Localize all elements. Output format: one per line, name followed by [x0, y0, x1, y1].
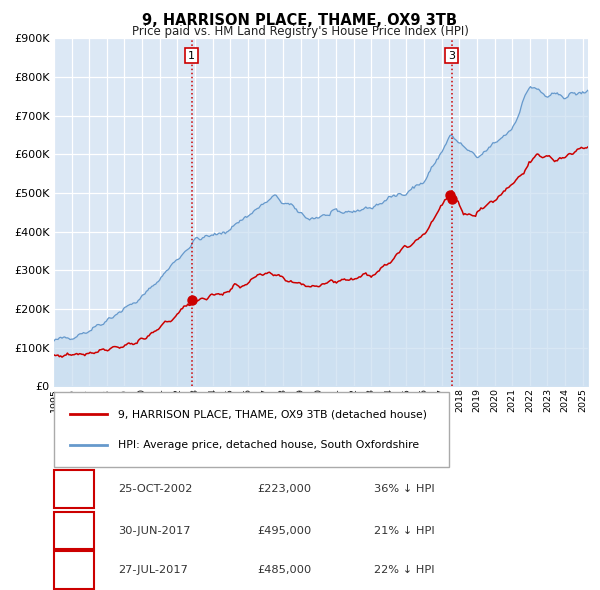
FancyBboxPatch shape: [54, 392, 449, 467]
Text: £485,000: £485,000: [257, 565, 311, 575]
Text: 9, HARRISON PLACE, THAME, OX9 3TB: 9, HARRISON PLACE, THAME, OX9 3TB: [143, 13, 458, 28]
Text: 30-JUN-2017: 30-JUN-2017: [118, 526, 191, 536]
Text: 2: 2: [70, 524, 78, 537]
FancyBboxPatch shape: [54, 552, 94, 589]
Text: 27-JUL-2017: 27-JUL-2017: [118, 565, 188, 575]
FancyBboxPatch shape: [54, 512, 94, 549]
Text: 3: 3: [70, 564, 78, 577]
Text: 36% ↓ HPI: 36% ↓ HPI: [374, 484, 435, 494]
Text: £495,000: £495,000: [257, 526, 311, 536]
Text: 1: 1: [188, 51, 195, 61]
Text: 1: 1: [70, 483, 78, 496]
Text: 25-OCT-2002: 25-OCT-2002: [118, 484, 193, 494]
Text: Price paid vs. HM Land Registry's House Price Index (HPI): Price paid vs. HM Land Registry's House …: [131, 25, 469, 38]
Text: 22% ↓ HPI: 22% ↓ HPI: [374, 565, 435, 575]
Text: £223,000: £223,000: [257, 484, 311, 494]
Text: 21% ↓ HPI: 21% ↓ HPI: [374, 526, 435, 536]
Text: 9, HARRISON PLACE, THAME, OX9 3TB (detached house): 9, HARRISON PLACE, THAME, OX9 3TB (detac…: [118, 409, 427, 419]
Text: HPI: Average price, detached house, South Oxfordshire: HPI: Average price, detached house, Sout…: [118, 441, 419, 450]
Text: 3: 3: [448, 51, 455, 61]
FancyBboxPatch shape: [54, 470, 94, 508]
